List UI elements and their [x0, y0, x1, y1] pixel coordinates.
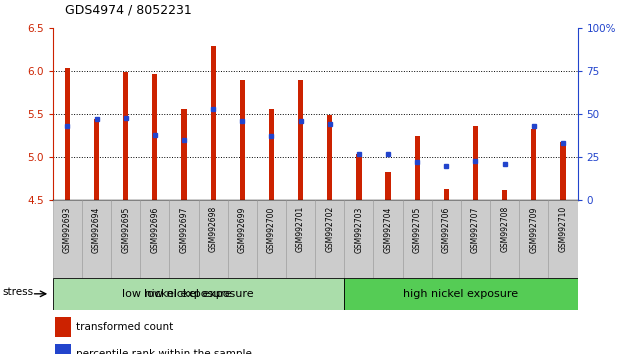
Text: low nickel exposure: low nickel exposure	[122, 289, 232, 299]
Text: GSM992704: GSM992704	[384, 206, 392, 253]
Text: GSM992700: GSM992700	[267, 206, 276, 253]
Bar	[356, 154, 361, 200]
Bar	[170, 200, 199, 278]
Bar	[228, 200, 257, 278]
Bar	[94, 119, 99, 200]
Bar	[461, 200, 490, 278]
Bar	[55, 343, 71, 354]
Text: GSM992697: GSM992697	[179, 206, 188, 253]
Bar	[286, 200, 315, 278]
Bar	[181, 109, 186, 200]
Text: GDS4974 / 8052231: GDS4974 / 8052231	[65, 4, 192, 17]
Text: GSM992710: GSM992710	[558, 206, 568, 252]
Text: GSM992698: GSM992698	[209, 206, 217, 252]
Bar	[502, 190, 507, 200]
Bar	[490, 200, 519, 278]
Bar	[123, 72, 129, 200]
Bar	[519, 200, 548, 278]
Bar	[344, 200, 373, 278]
Text: GSM992695: GSM992695	[121, 206, 130, 253]
Bar	[373, 200, 402, 278]
Text: GSM992708: GSM992708	[500, 206, 509, 252]
Text: GSM992705: GSM992705	[413, 206, 422, 253]
Text: GSM992706: GSM992706	[442, 206, 451, 253]
Bar	[560, 143, 566, 200]
Bar	[82, 200, 111, 278]
Text: GSM992703: GSM992703	[355, 206, 363, 253]
Text: GSM992694: GSM992694	[92, 206, 101, 253]
Text: GSM992709: GSM992709	[529, 206, 538, 253]
Text: high nickel exposure: high nickel exposure	[404, 289, 519, 299]
Text: GSM992693: GSM992693	[63, 206, 72, 253]
Text: GSM992699: GSM992699	[238, 206, 247, 253]
Bar	[269, 109, 274, 200]
Text: low nickel exposure: low nickel exposure	[143, 289, 253, 299]
Bar	[55, 317, 71, 337]
Bar	[432, 200, 461, 278]
Bar	[298, 80, 303, 200]
Bar	[402, 200, 432, 278]
Bar	[211, 46, 215, 200]
Bar	[111, 200, 140, 278]
Text: stress: stress	[2, 287, 34, 297]
Text: GSM992702: GSM992702	[325, 206, 334, 252]
Bar	[344, 278, 578, 310]
Bar	[53, 278, 344, 310]
Bar	[415, 136, 420, 200]
Bar	[65, 68, 70, 200]
Text: transformed count: transformed count	[76, 322, 174, 332]
Bar	[548, 200, 578, 278]
Text: percentile rank within the sample: percentile rank within the sample	[76, 349, 252, 354]
Text: GSM992701: GSM992701	[296, 206, 305, 252]
Bar	[257, 200, 286, 278]
Text: GSM992707: GSM992707	[471, 206, 480, 253]
Bar	[152, 74, 158, 200]
Text: GSM992696: GSM992696	[150, 206, 160, 253]
Bar	[327, 115, 332, 200]
Bar	[199, 200, 228, 278]
Bar	[240, 80, 245, 200]
Bar	[531, 129, 537, 200]
Bar	[140, 200, 170, 278]
Bar	[315, 200, 344, 278]
Bar	[473, 126, 478, 200]
Bar	[386, 172, 391, 200]
Bar	[53, 200, 82, 278]
Bar	[444, 189, 449, 200]
